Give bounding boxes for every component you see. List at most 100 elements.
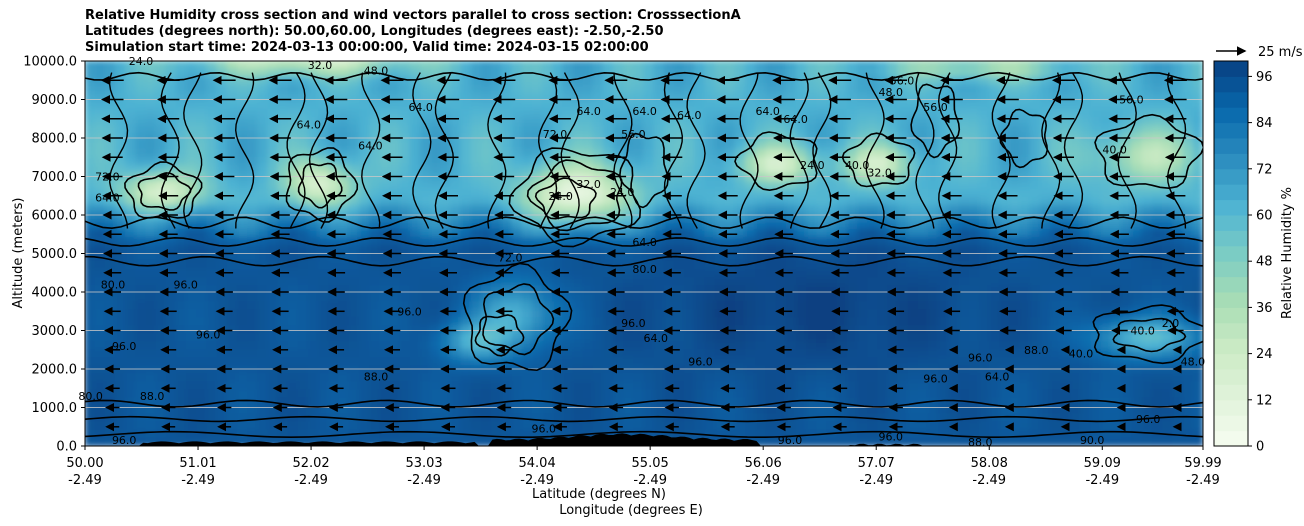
colorbar-band bbox=[1214, 245, 1248, 262]
contour-label: 64.0 bbox=[95, 192, 120, 205]
colorbar: 0 12 24 36 48 60 72 84 96 bbox=[1213, 60, 1273, 455]
colorbar-tick-label: 36 bbox=[1256, 301, 1273, 316]
colorbar-band bbox=[1214, 384, 1248, 401]
y-tick-label: 5000.0 bbox=[32, 247, 78, 262]
colorbar-tick-label: 0 bbox=[1256, 440, 1264, 455]
contour-label: 64.0 bbox=[677, 109, 702, 122]
colorbar-band bbox=[1214, 138, 1248, 154]
wind-vectors bbox=[100, 75, 1187, 432]
colorbar-tick-label: 12 bbox=[1256, 393, 1273, 408]
colorbar-band bbox=[1214, 338, 1248, 355]
colorbar-band bbox=[1214, 322, 1248, 339]
contour-label: 32.0 bbox=[867, 167, 892, 180]
contour-label: 40.0 bbox=[1102, 144, 1127, 157]
colorbar-band bbox=[1214, 153, 1248, 170]
contour-label: 64.0 bbox=[755, 105, 780, 118]
contour-label: 96.0 bbox=[532, 423, 557, 436]
x-tick-label-lat: 57.07 bbox=[858, 456, 895, 471]
colorbar-band bbox=[1214, 353, 1248, 370]
contour-label: 90.0 bbox=[1080, 434, 1105, 447]
y-axis-label: Altitude (meters) bbox=[11, 198, 26, 309]
colorbar-band bbox=[1214, 415, 1248, 432]
y-tick-label: 8000.0 bbox=[32, 132, 78, 147]
x-tick-label-lon: -2.49 bbox=[407, 473, 441, 488]
contour-label: 96.0 bbox=[968, 351, 993, 364]
contour-label: 80.0 bbox=[632, 263, 657, 276]
contour-label: 96.0 bbox=[1136, 413, 1161, 426]
terrain-profile bbox=[85, 433, 1203, 446]
contour-label: 32.0 bbox=[576, 178, 601, 191]
colorbar-band bbox=[1214, 199, 1248, 216]
y-tick-label: 1000.0 bbox=[32, 401, 78, 416]
contour-label: 56.0 bbox=[890, 74, 915, 87]
contour-label: 64.0 bbox=[783, 113, 808, 126]
colorbar-band bbox=[1214, 184, 1248, 201]
colorbar-band bbox=[1214, 61, 1248, 77]
colorbar-tick-label: 48 bbox=[1256, 255, 1273, 270]
contour-label: 24.0 bbox=[548, 190, 573, 203]
contour-label: 48.0 bbox=[879, 86, 904, 99]
contour-label: 64.0 bbox=[632, 105, 657, 118]
x-tick-label-lon: -2.49 bbox=[181, 473, 215, 488]
contour-labels: 96.080.072.064.024.0 32.0 48.064.064.064.0… bbox=[78, 55, 1205, 449]
contour-label: 64.0 bbox=[576, 105, 601, 118]
y-tick-label: 10000.0 bbox=[23, 55, 77, 70]
colorbar-band bbox=[1214, 122, 1248, 139]
x-axis-label-longitude: Longitude (degrees E) bbox=[559, 503, 703, 518]
contour-label: 64.0 bbox=[632, 236, 657, 249]
x-tick-label-lat: 59.99 bbox=[1184, 456, 1221, 471]
contour-label: 96.0 bbox=[173, 278, 198, 291]
x-tick-label-lat: 55.05 bbox=[632, 456, 669, 471]
contour-label: 96.0 bbox=[196, 328, 221, 341]
contour-label: 32.0 bbox=[308, 59, 333, 72]
contour-label: 64.0 bbox=[358, 140, 383, 153]
chart-title-line-2: Latitudes (degrees north): 50.00,60.00, … bbox=[85, 24, 664, 39]
contour-label: 88.0 bbox=[140, 390, 165, 403]
x-tick-label-lat: 52.02 bbox=[292, 456, 329, 471]
contour-label: 96.0 bbox=[688, 355, 713, 368]
y-tick-label: 6000.0 bbox=[32, 209, 78, 224]
y-tick-label: 4000.0 bbox=[32, 286, 78, 301]
colorbar-tick-label: 84 bbox=[1256, 116, 1273, 131]
contour-label: 64.0 bbox=[985, 371, 1010, 384]
chart-title-line-1: Relative Humidity cross section and wind… bbox=[85, 8, 741, 23]
colorbar-band bbox=[1214, 107, 1248, 124]
x-axis-label-latitude: Latitude (degrees N) bbox=[532, 487, 666, 502]
chart-title-line-3: Simulation start time: 2024-03-13 00:00:… bbox=[85, 40, 649, 55]
y-tick-label: 7000.0 bbox=[32, 170, 78, 185]
x-tick-label-lon: -2.49 bbox=[68, 473, 102, 488]
y-tick-label: 3000.0 bbox=[32, 324, 78, 339]
x-tick-label-lon: -2.49 bbox=[294, 473, 328, 488]
contour-label: 72.0 bbox=[543, 128, 568, 141]
contour-label: 56.0 bbox=[923, 101, 948, 114]
contour-label: 72.0 bbox=[95, 171, 120, 184]
colorbar-band bbox=[1214, 215, 1248, 231]
x-tick-label-lat: 59.09 bbox=[1084, 456, 1121, 471]
x-tick-label-lat: 56.06 bbox=[745, 456, 782, 471]
colorbar-band bbox=[1214, 230, 1248, 247]
colorbar-label: Relative Humidity % bbox=[1280, 187, 1295, 319]
contour-label: 96.0 bbox=[112, 434, 137, 447]
colorbar-band bbox=[1214, 261, 1248, 278]
contour-label: 56.0 bbox=[621, 128, 646, 141]
colorbar-band bbox=[1214, 369, 1248, 385]
contour-label: 48.0 bbox=[1181, 355, 1206, 368]
colorbar-band bbox=[1214, 307, 1248, 324]
x-tick-label-lon: -2.49 bbox=[972, 473, 1006, 488]
x-tick-label-lat: 51.01 bbox=[179, 456, 216, 471]
contour-label: 40.0 bbox=[1069, 348, 1094, 361]
contour-label: 2.0 bbox=[1162, 317, 1180, 330]
contour-label: 96.0 bbox=[778, 434, 803, 447]
y-axis: 0.0 1000.0 2000.0 3000.0 4000.0 5000.0 6000.0 7… bbox=[23, 55, 85, 455]
colorbar-band bbox=[1214, 276, 1248, 293]
contour-label: 40.0 bbox=[1130, 325, 1155, 338]
x-tick-label-lon: -2.49 bbox=[633, 473, 667, 488]
colorbar-frame bbox=[1213, 60, 1249, 447]
contour-label: 96.0 bbox=[112, 340, 137, 353]
x-tick-label-lat: 54.04 bbox=[519, 456, 556, 471]
contour-label: 80.0 bbox=[101, 278, 126, 291]
contour-label: 64.0 bbox=[644, 332, 669, 345]
wind-key-label: 25 m/s bbox=[1258, 45, 1303, 60]
contour-label: 88.0 bbox=[1024, 344, 1049, 357]
x-tick-label-lon: -2.49 bbox=[1186, 473, 1220, 488]
